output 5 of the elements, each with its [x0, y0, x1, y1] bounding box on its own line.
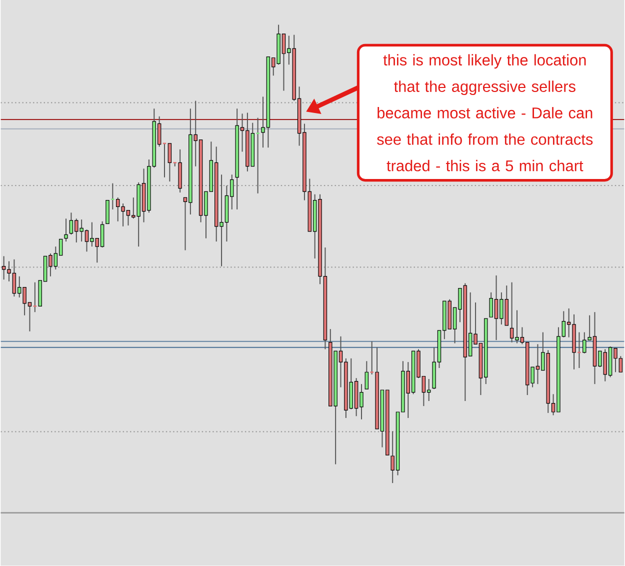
- annotation: this is most likely the location that the aggressive sellers became most active - Dale can see that info from the contracts traded - this is a 5 min chart: [377, 54, 593, 172]
- candlestick: [364, 360, 369, 390]
- candlestick: [64, 218, 68, 242]
- candlestick: [106, 200, 110, 224]
- candlestick: [168, 143, 172, 182]
